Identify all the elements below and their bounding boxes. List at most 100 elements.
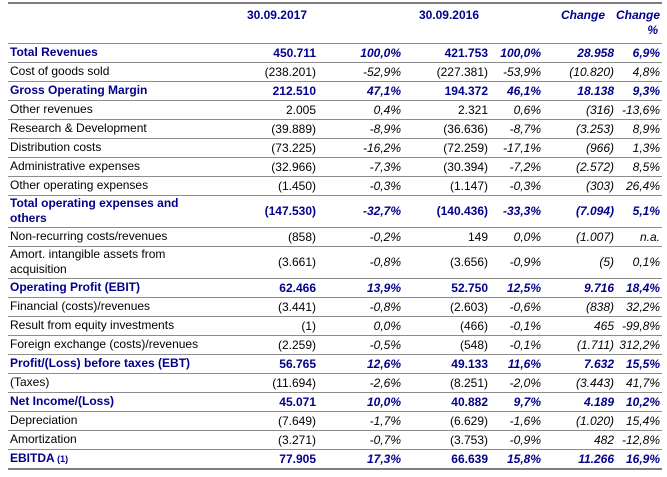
pct-2017: 12,6%	[318, 354, 403, 374]
change-pct: 15,5%	[616, 354, 662, 374]
row-label-text: Total Revenues	[10, 45, 98, 59]
pct-2016: 46,1%	[490, 81, 543, 101]
pct-2016: -0,6%	[490, 297, 543, 317]
change-pct: 18,4%	[616, 278, 662, 298]
change-pct: 32,2%	[616, 297, 662, 317]
pct-2017: -1,7%	[318, 411, 403, 431]
pct-2017: -0,8%	[318, 246, 403, 279]
change-value: 11.266	[578, 451, 614, 466]
row-label-text: Research & Development	[10, 121, 147, 135]
pct-2016: -1,6%	[490, 411, 543, 431]
change-value: (2.572)	[543, 157, 616, 177]
change-pct: n.a.	[616, 227, 662, 247]
value-2017: 56.765	[220, 354, 318, 374]
header-change-pct-word: Change	[616, 8, 661, 22]
value-2017: (73.225)	[220, 138, 318, 158]
value-2016: 421.753	[403, 43, 490, 63]
row-label: Foreign exchange (costs)/revenues	[8, 335, 220, 355]
row-label-text: Result from equity investments	[10, 318, 175, 332]
change-value: 482	[543, 430, 616, 450]
pct-2017: -0,7%	[318, 430, 403, 450]
value-2016: (30.394)	[403, 157, 490, 177]
value-2017: (11.694)	[220, 373, 318, 393]
header-pct-2016-spacer	[490, 3, 543, 44]
value-2016: (6.629)	[403, 411, 490, 431]
row-label-text: Net Income/(Loss)	[10, 394, 115, 408]
value-2016: (36.636)	[403, 119, 490, 139]
change-value: (5)	[543, 246, 616, 279]
value-2017: 450.711	[220, 43, 318, 63]
change-value: 28.958	[543, 43, 616, 63]
pct-2017: -2,6%	[318, 373, 403, 393]
value-2017: (858)	[220, 227, 318, 247]
pct-2017: 0,4%	[318, 100, 403, 120]
row-label-text: Depreciation	[10, 413, 78, 427]
row-label-text: Cost of goods sold	[10, 64, 110, 78]
row-label: (Taxes)	[8, 373, 220, 393]
value-2017: 212.510	[220, 81, 318, 101]
pct-2016: -2,0%	[490, 373, 543, 393]
change-pct: 26,4%	[616, 176, 662, 196]
header-pct-2017-spacer	[318, 3, 403, 44]
value-2016: (3.753)	[403, 430, 490, 450]
value-2017: (147.530)	[220, 195, 318, 228]
value-2016: (1.147)	[403, 176, 490, 196]
value-2016: (548)	[403, 335, 490, 355]
header-change: Change	[543, 3, 616, 44]
pct-2017: -52,9%	[318, 62, 403, 82]
table-row: Total operating expenses and others (147…	[8, 195, 662, 228]
value-2017: (39.889)	[220, 119, 318, 139]
value-2016: 149	[403, 227, 490, 247]
change-value: (3.443)	[543, 373, 616, 393]
table-row: Gross Operating Margin 212.510 47,1% 194…	[8, 81, 662, 101]
change-value: 18.138	[543, 81, 616, 101]
pct-2017: -8,9%	[318, 119, 403, 139]
change-pct: 1,3%	[616, 138, 662, 158]
value-2016: (466)	[403, 316, 490, 336]
header-row: 30.09.2017 30.09.2016 Change Change %	[8, 3, 662, 44]
change-value: 4.189	[543, 392, 616, 412]
row-label: Amort. intangible assets from acquisitio…	[8, 246, 220, 279]
header-period-2017: 30.09.2017	[220, 3, 318, 44]
change-value: (303)	[543, 176, 616, 196]
table-row: Non-recurring costs/revenues (858) -0,2%…	[8, 227, 662, 247]
change-value: (3.253)	[543, 119, 616, 139]
row-label: Depreciation	[8, 411, 220, 431]
pct-2016: 0,6%	[490, 100, 543, 120]
change-value: 7.632	[543, 354, 616, 374]
row-label: Non-recurring costs/revenues	[8, 227, 220, 247]
table-row: EBITDA (1) 77.905 17,3% 66.639 15,8% 11.…	[8, 450, 662, 470]
table-row: Result from equity investments (1) 0,0% …	[8, 316, 662, 336]
change-pct: 41,7%	[616, 373, 662, 393]
change-value: 9.716	[543, 278, 616, 298]
pct-2017: 17,3%	[366, 451, 401, 466]
change-pct: 5,1%	[616, 195, 662, 228]
row-label-text: Total operating expenses and others	[10, 196, 179, 225]
table-row: Amort. intangible assets from acquisitio…	[8, 246, 662, 279]
pct-2017: -0,3%	[318, 176, 403, 196]
row-label: Research & Development	[8, 119, 220, 139]
table-row: Depreciation (7.649) -1,7% (6.629) -1,6%…	[8, 411, 662, 431]
value-2017: 45.071	[220, 392, 318, 412]
value-2017: 62.466	[220, 278, 318, 298]
row-label: Administrative expenses	[8, 157, 220, 177]
change-pct: -12,8%	[616, 430, 662, 450]
header-change-pct: Change %	[616, 3, 662, 44]
table-row: Total Revenues 450.711 100,0% 421.753 10…	[8, 43, 662, 63]
table-row: Profit/(Loss) before taxes (EBT) 56.765 …	[8, 354, 662, 374]
change-value: (838)	[543, 297, 616, 317]
pct-2016: 15,8%	[506, 451, 541, 466]
pct-2016: -8,7%	[490, 119, 543, 139]
pct-2016: -0,9%	[490, 246, 543, 279]
change-pct: -99,8%	[616, 316, 662, 336]
change-pct: 6,9%	[616, 43, 662, 63]
row-label: Other revenues	[8, 100, 220, 120]
change-pct: 8,5%	[616, 157, 662, 177]
row-label-text: Other operating expenses	[10, 178, 149, 192]
pct-2017: 10,0%	[318, 392, 403, 412]
value-2017: (2.259)	[220, 335, 318, 355]
pct-2016: -17,1%	[490, 138, 543, 158]
pct-2017: -32,7%	[318, 195, 403, 228]
change-pct: 312,2%	[616, 335, 662, 355]
